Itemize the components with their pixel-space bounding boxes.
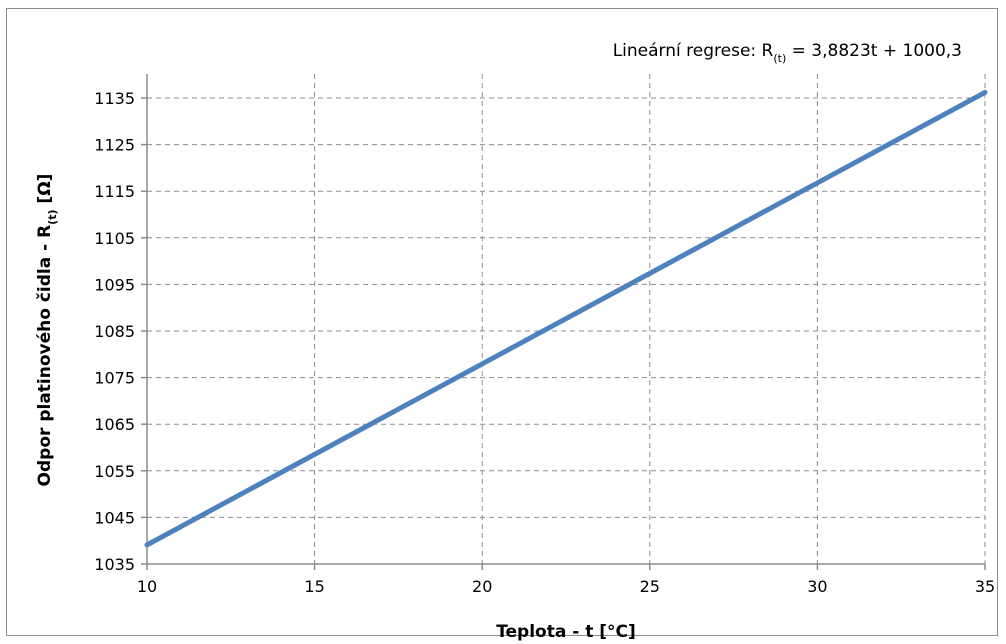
regression-annotation: Lineární regrese: R(t) = 3,8823t + 1000,… (613, 41, 962, 65)
series-layer (144, 89, 988, 548)
x-tick-labels: 10 15 20 25 30 35 (137, 577, 995, 596)
y-tick-label: 1125 (94, 136, 135, 155)
y-tick-label: 1055 (94, 462, 135, 481)
y-tick-label: 1115 (94, 182, 135, 201)
y-tick-label: 1085 (94, 322, 135, 341)
x-tick-label: 20 (472, 577, 492, 596)
y-tick-label: 1045 (94, 508, 135, 527)
y-tick-label: 1075 (94, 369, 135, 388)
y-tick-labels: 1035 1045 1055 1065 1075 1085 1095 1105 1115 1125… (94, 89, 135, 574)
y-axis-title: Odpor platinového čidla - R(t) [Ω] (35, 174, 59, 487)
axes (141, 74, 986, 570)
y-tick-label: 1065 (94, 415, 135, 434)
x-tick-label: 15 (304, 577, 324, 596)
y-tick-label: 1105 (94, 229, 135, 248)
y-tick-label: 1035 (94, 555, 135, 574)
x-axis-title: Teplota - t [°C] (496, 622, 636, 642)
x-tick-label: 35 (975, 577, 995, 596)
x-tick-label: 10 (137, 577, 157, 596)
y-tick-label: 1095 (94, 275, 135, 294)
y-tick-label: 1135 (94, 89, 135, 108)
x-tick-label: 30 (807, 577, 827, 596)
x-tick-label: 25 (640, 577, 660, 596)
series-line (144, 89, 988, 548)
